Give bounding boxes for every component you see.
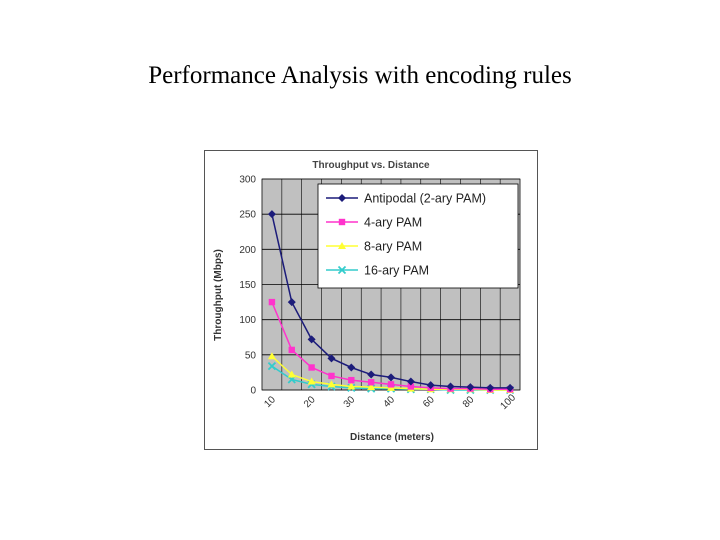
data-point-16-ary-pam	[267, 361, 277, 371]
data-point-antipodal-2-ary-pam	[387, 373, 395, 382]
chart-svg: Throughput vs. Distance Throughput (Mbps…	[204, 150, 538, 450]
y-tick-label: 100	[239, 315, 256, 326]
data-point-antipodal-2-ary-pam	[307, 335, 316, 344]
legend-swatch-marker	[337, 265, 347, 275]
data-point-8-ary-pam	[367, 383, 376, 391]
data-point-8-ary-pam	[347, 382, 356, 390]
y-tick-label: 0	[250, 386, 256, 397]
legend-entry: 16-ary PAM	[364, 264, 429, 278]
slide-title: Performance Analysis with encoding rules	[148, 62, 572, 89]
data-point-8-ary-pam	[327, 380, 336, 388]
data-point-antipodal-2-ary-pam	[486, 383, 495, 392]
data-point-antipodal-2-ary-pam	[406, 377, 415, 386]
data-point-antipodal-2-ary-pam	[367, 370, 376, 379]
data-point-antipodal-2-ary-pam	[347, 363, 356, 372]
y-tick-label: 300	[239, 175, 256, 186]
y-tick-label: 50	[245, 350, 257, 361]
data-point-4-ary-pam	[367, 379, 375, 386]
chart-title: Throughput vs. Distance	[312, 160, 430, 171]
y-axis-label: Throughput (Mbps)	[213, 249, 224, 341]
data-point-antipodal-2-ary-pam	[446, 382, 455, 391]
legend-swatch-marker	[338, 194, 346, 202]
y-tick-label: 200	[239, 245, 256, 256]
data-point-4-ary-pam	[328, 372, 335, 380]
data-point-antipodal-2-ary-pam	[287, 298, 296, 307]
chart: Throughput vs. Distance Throughput (Mbps…	[204, 150, 538, 450]
data-point-antipodal-2-ary-pam	[506, 383, 515, 392]
legend-entry: Antipodal (2-ary PAM)	[364, 192, 486, 206]
data-point-8-ary-pam	[307, 377, 316, 385]
y-tick-label: 250	[239, 210, 256, 221]
legend-swatch-marker	[338, 218, 346, 226]
legend-swatch-marker	[338, 242, 346, 249]
data-point-8-ary-pam	[267, 352, 276, 360]
data-point-8-ary-pam	[287, 370, 296, 378]
data-point-4-ary-pam	[268, 298, 276, 306]
legend-entry: 4-ary PAM	[364, 216, 422, 230]
data-point-4-ary-pam	[387, 381, 395, 388]
data-point-antipodal-2-ary-pam	[466, 383, 475, 392]
marker-stroke	[267, 361, 277, 371]
data-point-4-ary-pam	[407, 383, 415, 390]
x-axis-label: Distance (meters)	[350, 432, 434, 443]
data-point-antipodal-2-ary-pam	[426, 381, 435, 390]
marker-stroke	[337, 265, 347, 275]
y-tick-label: 150	[239, 280, 256, 291]
data-point-4-ary-pam	[348, 376, 355, 384]
legend-entry: 8-ary PAM	[364, 240, 422, 254]
data-point-antipodal-2-ary-pam	[327, 354, 336, 363]
data-point-4-ary-pam	[308, 364, 315, 371]
legend: Antipodal (2-ary PAM) 4-ary PAM 8-ary PAM 1…	[317, 183, 519, 289]
data-point-4-ary-pam	[288, 346, 295, 354]
